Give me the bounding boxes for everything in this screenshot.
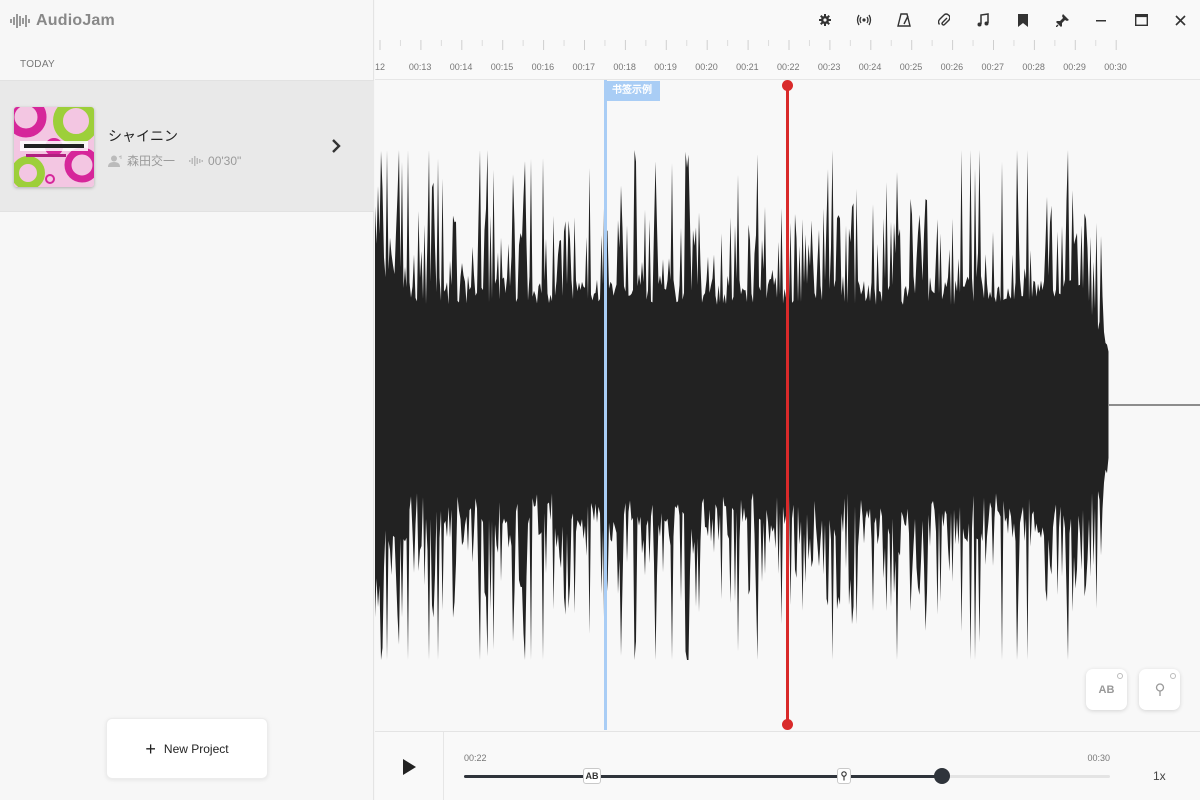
project-duration: 00'30" — [208, 153, 242, 168]
progress-thumb[interactable] — [934, 768, 951, 784]
location-pin-icon — [841, 771, 847, 781]
playback-speed[interactable]: 1x — [1153, 769, 1166, 783]
ruler-tick-label: 00:19 — [654, 62, 677, 72]
plus-icon: + — [145, 738, 156, 759]
ruler-ticks — [379, 40, 1117, 50]
gear-icon[interactable] — [815, 10, 835, 30]
bookmark-marker-line[interactable] — [604, 80, 607, 730]
metronome-icon[interactable] — [894, 10, 914, 30]
chevron-right-icon[interactable] — [328, 138, 344, 154]
broadcast-icon[interactable] — [854, 10, 874, 30]
playhead-bottom-handle[interactable] — [782, 719, 793, 730]
ruler-tick-label: 00:15 — [490, 62, 514, 72]
ruler-tick-label: 00:21 — [736, 62, 759, 72]
playhead-top-handle[interactable] — [782, 80, 793, 91]
current-time: 00:22 — [464, 753, 487, 763]
progress-fill — [464, 775, 943, 778]
app-logo: AudioJam — [10, 10, 115, 32]
transport-bar: 00:22 00:30 AB 1x — [375, 731, 1200, 800]
top-toolbar — [375, 0, 1200, 40]
play-button[interactable] — [375, 732, 444, 800]
ab-marker[interactable]: AB — [583, 768, 601, 784]
ruler-tick-label: 00:24 — [858, 62, 882, 72]
app-name: AudioJam — [36, 12, 115, 29]
audio-wave-icon — [189, 155, 204, 166]
music-note-icon[interactable] — [973, 10, 993, 30]
project-title: シャイニン — [108, 128, 178, 144]
ruler-tick-label: 00:25 — [899, 62, 923, 72]
maximize-icon[interactable] — [1131, 10, 1151, 30]
bookmark-label[interactable]: 书签示例 — [604, 81, 660, 101]
new-project-label: New Project — [163, 741, 229, 756]
ruler-tick-label: 00:13 — [408, 62, 432, 72]
paperclip-icon[interactable] — [934, 10, 954, 30]
location-pin-icon — [1155, 682, 1164, 696]
progress-slider[interactable]: AB — [464, 768, 1110, 784]
pin-marker[interactable] — [837, 768, 851, 784]
section-label-today: TODAY — [20, 59, 56, 70]
waveform — [375, 150, 1200, 660]
ruler-tick-label: 00:26 — [940, 62, 964, 72]
playhead-line[interactable] — [786, 85, 789, 725]
waveform-area[interactable]: 书签示例 AB — [375, 80, 1200, 731]
ruler-tick-label: 00:17 — [572, 62, 596, 72]
album-cover — [14, 107, 94, 187]
pin-marker-button[interactable] — [1139, 669, 1180, 710]
ruler-tick-label: 00:14 — [449, 62, 473, 72]
close-icon[interactable] — [1170, 10, 1190, 30]
pin-icon[interactable] — [1052, 10, 1072, 30]
ab-loop-label: AB — [1098, 683, 1115, 696]
ruler-tick-label: 00:22 — [777, 62, 800, 72]
user-icon — [108, 154, 122, 167]
waveform-logo-icon — [10, 14, 30, 28]
ruler-tick-label: 12 — [375, 62, 386, 72]
ruler-tick-label: 00:16 — [531, 62, 555, 72]
play-icon — [403, 758, 416, 775]
ruler-tick-label: 00:23 — [817, 62, 841, 72]
ruler-tick-label: 00:18 — [613, 62, 636, 72]
pin-marker-indicator — [1170, 673, 1176, 679]
ruler-tick-label: 00:28 — [1022, 62, 1045, 72]
project-artist: 森田交一 — [127, 154, 176, 168]
bookmark-icon[interactable] — [1013, 10, 1033, 30]
total-time: 00:30 — [1087, 753, 1110, 763]
ab-loop-indicator — [1117, 673, 1123, 679]
project-meta: 森田交一 00'30" — [108, 152, 241, 169]
sidebar: AudioJam TODAY シャイニン 森田交一 — [0, 0, 374, 800]
minimize-icon[interactable] — [1091, 10, 1111, 30]
waveform-shape — [375, 150, 1109, 660]
ruler-tick-label: 00:27 — [981, 62, 1005, 72]
ruler-tick-label: 00:30 — [1104, 62, 1127, 72]
ab-loop-button[interactable]: AB — [1086, 669, 1127, 710]
project-list-item[interactable]: シャイニン 森田交一 00'30" — [0, 80, 374, 212]
ruler-tick-label: 00:29 — [1063, 62, 1086, 72]
new-project-button[interactable]: + New Project — [106, 718, 268, 779]
timeline-ruler[interactable]: 12 00:13 00:14 00:15 00:16 00:17 00:18 00:19 00:… — [375, 40, 1200, 80]
ruler-tick-label: 00:20 — [695, 62, 718, 72]
